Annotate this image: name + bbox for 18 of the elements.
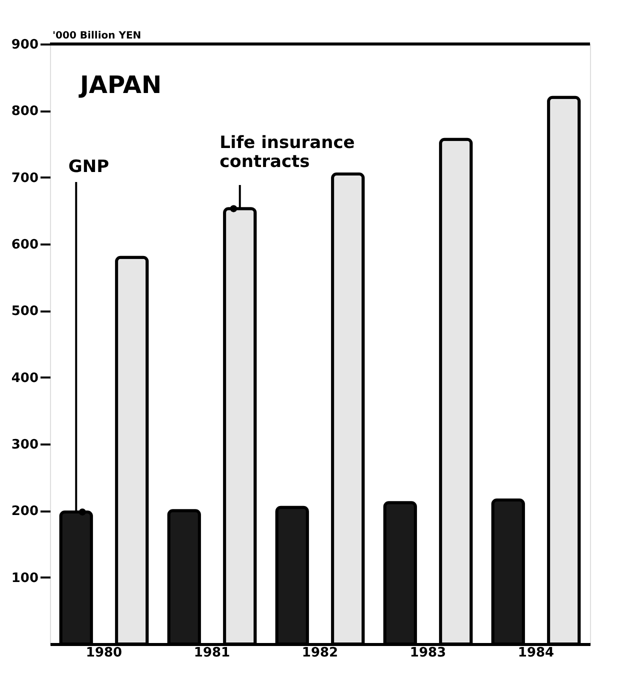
- text: JAPAN: [78, 71, 162, 99]
- text: GNP: [68, 157, 110, 177]
- x-tick-label: 1983: [410, 646, 446, 660]
- y-tick-label: 300: [11, 438, 38, 452]
- y-tick-label: 700: [11, 170, 38, 186]
- x-tick-label: 1980: [86, 646, 122, 660]
- y-tick-label: 600: [11, 238, 38, 252]
- y-tick-label: 900: [11, 38, 38, 52]
- series-label: Life insurance contracts: [220, 133, 355, 172]
- x-tick-label: 1984: [518, 646, 554, 660]
- x-tick-label: 1982: [302, 646, 338, 660]
- y-tick-label: 500: [11, 304, 38, 320]
- x-tick-label: 1981: [194, 646, 230, 660]
- y-axis-title: '000 Billion YEN: [52, 30, 142, 42]
- y-tick-label: 400: [11, 370, 38, 386]
- y-tick-label: 800: [11, 104, 38, 120]
- y-tick-label: 100: [11, 570, 38, 586]
- y-tick-label: 200: [11, 504, 38, 520]
